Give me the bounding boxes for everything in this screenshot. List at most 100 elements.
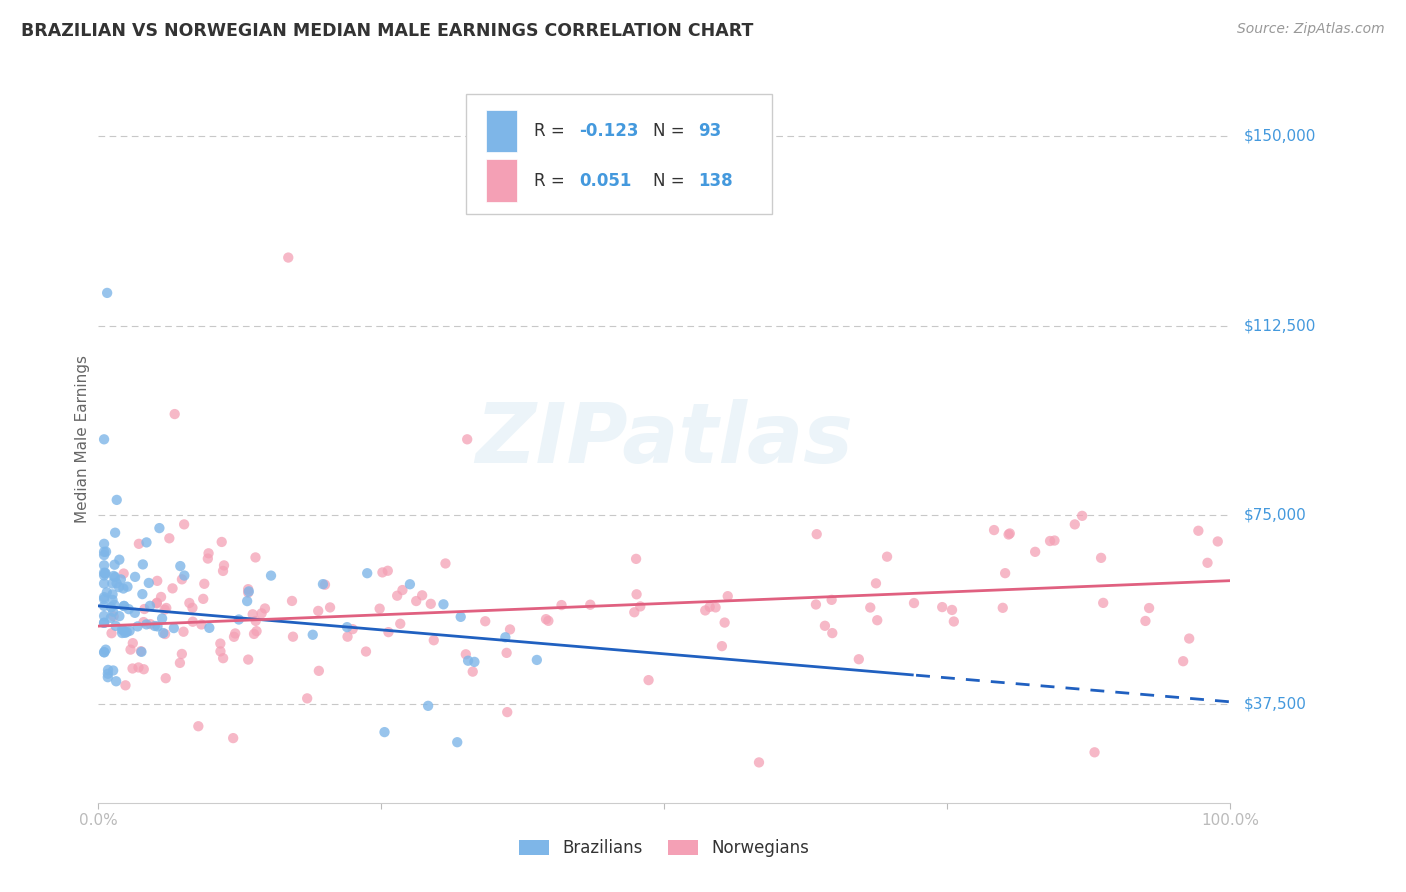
Point <box>942 615 965 629</box>
Point <box>354 644 377 658</box>
Point <box>281 594 304 608</box>
Text: $150,000: $150,000 <box>1244 129 1316 144</box>
Point <box>93 558 115 573</box>
Point <box>97 670 120 684</box>
Point <box>173 517 195 532</box>
Point <box>1083 745 1105 759</box>
Point <box>150 590 173 604</box>
Point <box>153 627 176 641</box>
Point <box>112 566 135 581</box>
Point <box>903 596 925 610</box>
Point <box>628 599 651 614</box>
Text: $37,500: $37,500 <box>1244 697 1308 712</box>
Point <box>314 578 336 592</box>
Point <box>368 601 391 615</box>
Point <box>93 568 115 582</box>
Point <box>146 574 169 588</box>
Point <box>93 615 115 630</box>
Point <box>319 600 342 615</box>
Text: R =: R = <box>534 122 571 140</box>
Point <box>1090 550 1112 565</box>
Point <box>250 607 273 621</box>
Point <box>104 525 127 540</box>
Point <box>228 613 250 627</box>
Point <box>108 580 131 594</box>
Point <box>1137 601 1160 615</box>
Point <box>848 652 870 666</box>
Bar <box>485 110 517 153</box>
Point <box>495 646 517 660</box>
Point <box>131 587 153 601</box>
Point <box>997 527 1019 541</box>
Point <box>238 584 260 599</box>
Point <box>143 619 166 633</box>
Point <box>173 624 195 639</box>
Text: ZIPatlas: ZIPatlas <box>475 399 853 480</box>
Point <box>105 492 128 507</box>
Point <box>446 735 468 749</box>
Point <box>1197 556 1219 570</box>
Point <box>114 626 136 640</box>
Point <box>411 588 433 602</box>
Point <box>100 611 122 625</box>
Point <box>821 626 844 640</box>
Point <box>103 569 125 583</box>
Point <box>93 615 115 630</box>
Point <box>371 566 394 580</box>
Point <box>169 559 191 574</box>
Point <box>108 552 131 566</box>
Point <box>281 630 304 644</box>
Point <box>103 558 125 572</box>
Point <box>419 597 441 611</box>
Point <box>101 593 124 607</box>
Point <box>405 594 427 608</box>
Text: $112,500: $112,500 <box>1244 318 1316 334</box>
Point <box>100 600 122 615</box>
Point <box>699 599 721 614</box>
Point <box>193 591 215 606</box>
Point <box>717 589 740 603</box>
Point <box>104 570 127 584</box>
Point <box>108 609 131 624</box>
Point <box>131 645 153 659</box>
Point <box>152 626 174 640</box>
Point <box>138 576 160 591</box>
Point <box>222 731 245 745</box>
Point <box>238 652 260 666</box>
Point <box>865 576 887 591</box>
Text: N =: N = <box>652 122 690 140</box>
Point <box>93 566 115 580</box>
Point <box>253 601 276 615</box>
Point <box>181 615 204 629</box>
Point <box>97 663 120 677</box>
Point <box>129 644 152 658</box>
Point <box>163 407 186 421</box>
Text: Source: ZipAtlas.com: Source: ZipAtlas.com <box>1237 22 1385 37</box>
Point <box>212 564 235 578</box>
Point <box>814 619 837 633</box>
Point <box>101 605 124 619</box>
Point <box>695 603 717 617</box>
Point <box>1092 596 1115 610</box>
Point <box>212 651 235 665</box>
Point <box>876 549 898 564</box>
Point <box>187 719 209 733</box>
Point <box>121 636 143 650</box>
Point <box>105 576 128 591</box>
Text: $75,000: $75,000 <box>1244 508 1308 523</box>
Point <box>389 616 412 631</box>
Point <box>104 619 127 633</box>
Point <box>295 691 318 706</box>
Point <box>474 614 496 628</box>
Point <box>820 592 842 607</box>
Point <box>342 622 364 636</box>
Point <box>105 674 128 689</box>
Point <box>96 285 118 300</box>
Point <box>173 568 195 582</box>
Bar <box>485 160 517 202</box>
Point <box>118 602 141 616</box>
Point <box>111 623 134 637</box>
Point <box>704 600 727 615</box>
Point <box>134 602 156 616</box>
Point <box>120 642 142 657</box>
